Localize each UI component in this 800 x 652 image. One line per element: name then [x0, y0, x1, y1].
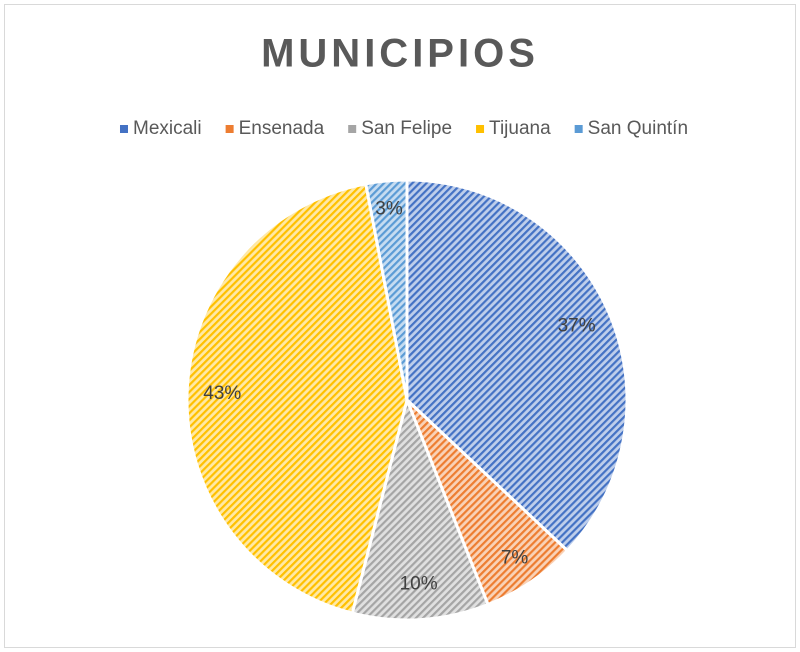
legend-label: San Felipe	[361, 118, 452, 139]
data-label: 10%	[400, 573, 438, 594]
pie-slice	[350, 395, 490, 622]
legend-label: Tijuana	[489, 118, 551, 139]
legend: Mexicali Ensenada San Felipe Tijuana San Qui…	[119, 118, 688, 139]
pie-slice	[185, 182, 409, 615]
legend-label: Ensenada	[239, 118, 325, 139]
legend-marker	[476, 125, 485, 133]
data-label: 37%	[558, 316, 596, 337]
legend-label: Mexicali	[133, 118, 202, 139]
legend-marker	[119, 125, 128, 133]
legend-marker	[574, 125, 583, 133]
chart-title: MUNICIPIOS	[261, 32, 539, 76]
data-label: 43%	[203, 383, 241, 404]
legend-marker	[225, 125, 234, 133]
data-label: 7%	[501, 547, 529, 568]
data-label: 3%	[375, 198, 403, 219]
pie-slice	[364, 178, 409, 401]
pie-slice	[405, 178, 629, 553]
legend-marker	[348, 125, 357, 133]
legend-label: San Quintín	[588, 118, 688, 139]
